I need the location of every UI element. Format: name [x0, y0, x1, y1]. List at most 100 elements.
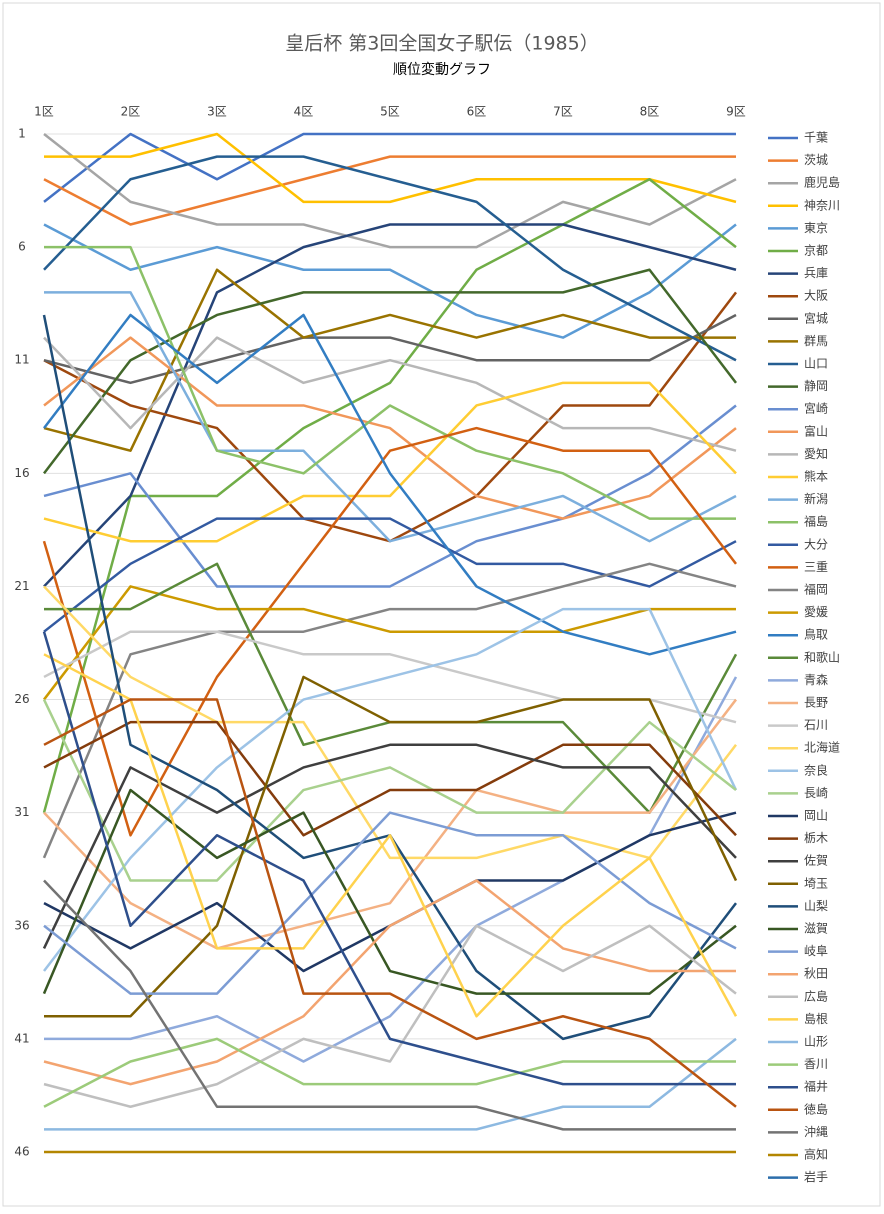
series-line [43, 1037, 736, 1108]
legend-label: 広島 [804, 988, 828, 1003]
x-tick-label: 3区 [207, 105, 227, 119]
series-line [43, 607, 738, 972]
legend-label: 大分 [804, 537, 828, 551]
legend-label: 青森 [804, 672, 828, 687]
series-line [42, 699, 737, 882]
legend-label: 石川 [804, 718, 828, 732]
legend-label: 徳島 [804, 1101, 828, 1116]
legend-label: 三重 [804, 560, 828, 574]
legend-label: 富山 [804, 423, 828, 438]
series-line [43, 133, 737, 249]
legend-label: 北海道 [804, 740, 840, 755]
legend-label: 福岡 [804, 582, 828, 597]
legend-label: 香川 [804, 1057, 828, 1071]
series-line [43, 313, 737, 656]
legend-label: 和歌山 [804, 649, 840, 664]
legend-label: 静岡 [804, 379, 828, 393]
legend-label: 京都 [804, 244, 828, 258]
legend-label: 群馬 [804, 334, 828, 348]
legend-label: 長崎 [804, 786, 828, 800]
legend-label: 高知 [804, 1147, 828, 1162]
x-tick-label: 9区 [726, 105, 746, 119]
legend-label: 長野 [804, 696, 828, 710]
series-line [44, 132, 737, 204]
legend-label: 神奈川 [804, 198, 840, 212]
legend-label: 茨城 [804, 153, 828, 167]
y-tick-label: 26 [14, 692, 29, 706]
legend-label: 滋賀 [804, 922, 828, 936]
legend-label: 千葉 [804, 131, 828, 145]
series-line [43, 879, 736, 1086]
series-line [42, 788, 737, 995]
series-line [42, 177, 737, 813]
series-line [43, 653, 738, 1018]
legend-label: 大阪 [804, 289, 828, 303]
x-tick-label: 7区 [553, 105, 573, 119]
series-line [42, 562, 737, 859]
legend-label: 埼玉 [804, 876, 828, 890]
series-line [43, 223, 737, 588]
legend-label: 岩手 [804, 1169, 828, 1184]
series-line [43, 155, 737, 362]
legend-label: 島根 [804, 1011, 828, 1026]
x-tick-label: 6区 [467, 105, 487, 119]
legend-label: 秋田 [804, 967, 828, 981]
series-line [44, 1037, 737, 1131]
legend-label: 鹿児島 [804, 175, 840, 190]
legend-label: 宮城 [804, 310, 828, 325]
y-tick-label: 21 [14, 579, 29, 593]
legend-label: 宮崎 [804, 401, 828, 416]
series-line [43, 223, 737, 339]
chart-subtitle: 順位変動グラフ [393, 61, 491, 78]
series-line [43, 720, 737, 837]
legend-label: 奈良 [804, 762, 828, 777]
y-tick-label: 36 [14, 918, 29, 932]
series-line [43, 879, 736, 1131]
y-tick-label: 41 [14, 1031, 29, 1045]
y-tick-label: 31 [14, 805, 29, 819]
legend-label: 愛知 [804, 447, 828, 461]
y-tick-label: 1 [18, 127, 26, 141]
series-line [43, 698, 737, 1108]
x-tick-label: 1区 [34, 105, 54, 119]
series-line [43, 924, 737, 1109]
legend-label: 福島 [804, 514, 828, 529]
plot-area [42, 132, 738, 1154]
y-tick-label: 6 [18, 240, 26, 254]
x-tick-label: 8区 [640, 105, 660, 119]
legend-label: 山梨 [804, 899, 828, 913]
legend-label: 新潟 [804, 491, 828, 506]
series-line [43, 155, 736, 226]
series-line [44, 675, 738, 1018]
chart-title: 皇后杯 第3回全国女子駅伝（1985） [285, 33, 598, 55]
y-tick-label: 11 [14, 353, 29, 367]
x-tick-label: 5区 [380, 105, 400, 119]
legend-label: 鳥取 [804, 627, 828, 642]
series-line [42, 631, 736, 1086]
x-tick-label: 2区 [121, 105, 141, 119]
series-line [43, 404, 737, 588]
y-tick-label: 16 [14, 466, 29, 480]
legend-label: 熊本 [804, 469, 828, 484]
series-line [43, 381, 737, 543]
legend-label: 佐賀 [804, 854, 828, 868]
legend-label: 栃木 [804, 831, 828, 845]
series-line [44, 245, 736, 520]
legend-label: 愛媛 [804, 605, 828, 619]
legend-label: 沖縄 [804, 1124, 828, 1139]
y-tick-label: 46 [14, 1145, 29, 1159]
x-tick-label: 4区 [294, 105, 314, 119]
legend-label: 岡山 [804, 809, 828, 823]
legend-label: 岐阜 [804, 944, 828, 958]
series-line [44, 291, 737, 543]
series-line [43, 268, 736, 452]
legend-label: 兵庫 [804, 266, 828, 280]
series-line [43, 336, 737, 452]
series-line [43, 313, 737, 385]
series-line [43, 698, 737, 950]
legend-label: 東京 [804, 221, 828, 235]
series-line [43, 517, 737, 633]
legend-label: 福井 [804, 1079, 828, 1094]
